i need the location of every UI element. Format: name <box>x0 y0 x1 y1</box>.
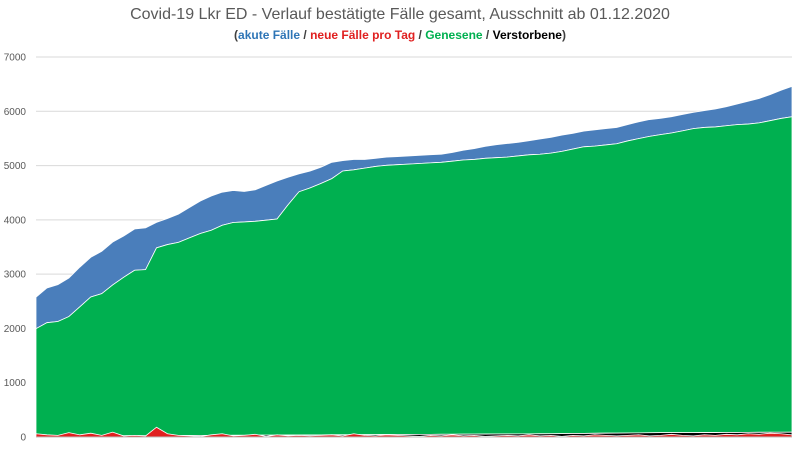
subtitle-part: / <box>300 28 311 42</box>
subtitle-part: Genesene <box>425 28 483 42</box>
y-tick-label: 1000 <box>4 378 27 389</box>
y-tick-label: 0 <box>20 433 26 444</box>
subtitle-part: neue Fälle pro Tag <box>310 28 416 42</box>
chart-title: Covid-19 Lkr ED - Verlauf bestätigte Fäl… <box>130 6 670 23</box>
y-tick-label: 5000 <box>4 161 27 172</box>
area-genesene <box>35 116 793 437</box>
chart-subtitle: (akute Fälle / neue Fälle pro Tag / Gene… <box>0 28 800 42</box>
y-tick-label: 3000 <box>4 270 27 281</box>
subtitle-part: ) <box>561 28 566 42</box>
y-tick-label: 6000 <box>4 107 27 118</box>
subtitle-part: / <box>415 28 426 42</box>
subtitle-part: / <box>482 28 493 42</box>
y-tick-label: 7000 <box>4 53 27 64</box>
y-tick-label: 4000 <box>4 215 27 226</box>
subtitle-part: akute Fälle <box>238 28 301 42</box>
y-tick-label: 2000 <box>4 324 27 335</box>
subtitle-part: Verstorbene <box>492 28 562 42</box>
subtitle-part: ( <box>234 28 239 42</box>
